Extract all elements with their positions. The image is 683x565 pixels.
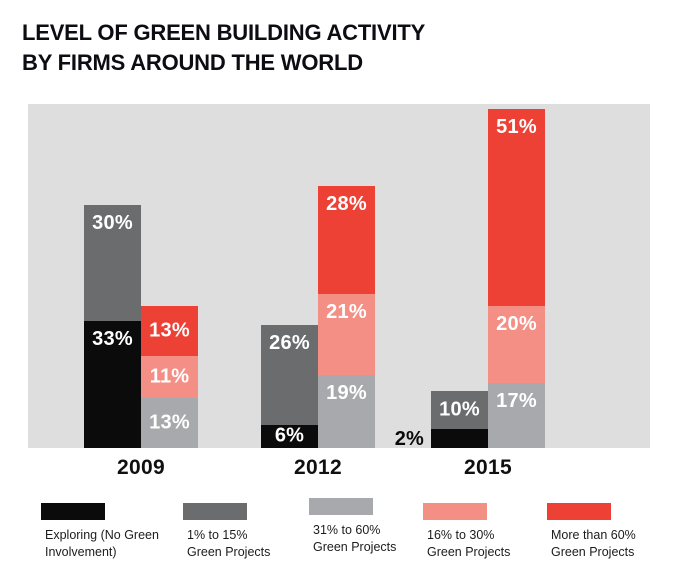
legend-label-line: Involvement) [45,545,117,559]
bar-segment-2009-1-to-15-green-projects: 30% [84,205,141,321]
legend-label-line: 31% to 60% [313,523,381,537]
bar-2009-left: 30% 33% [84,205,141,448]
bar-segment-2015-exploring-no-green-involvement: 2% [395,428,488,450]
legend-label-more-than-60-green-projects: More than 60% Green Projects [547,527,672,561]
legend-swatch-exploring-no-green-involvement [41,503,105,520]
chart-title-line-2: BY FIRMS AROUND THE WORLD [22,50,363,75]
legend-swatch-1-to-15-green-projects [183,503,247,520]
bar-2012-left: 26% 6% [261,324,318,448]
bar-value-label-2012-more-than-60-green-projects: 28% [326,193,367,216]
bar-2015-left: 10% 2% [395,390,488,450]
bar-segment-2009-16-to-30-green-projects: 11% [141,355,198,398]
legend-swatch-16-to-30-green-projects [423,503,487,520]
bar-value-label-2012-31-to-60-green-projects: 19% [326,381,367,404]
bar-value-label-2012-exploring-no-green-involvement: 6% [274,424,305,447]
bar-value-label-2012-16-to-30-green-projects: 21% [326,301,367,324]
bar-segment-2015-16-to-30-green-projects: 20% [488,305,545,383]
legend-item-more-than-60-green-projects: More than 60% Green Projects [547,503,672,561]
bar-segment-2012-more-than-60-green-projects: 28% [318,186,375,295]
legend-label-31-to-60-green-projects: 31% to 60% Green Projects [309,522,434,556]
legend-swatch-more-than-60-green-projects [547,503,611,520]
bar-2012-right: 28% 21% 19% [318,186,375,448]
x-axis-label-2012: 2012 [294,456,342,479]
legend-item-1-to-15-green-projects: 1% to 15% Green Projects [183,503,308,561]
bar-segment-2009-more-than-60-green-projects: 13% [141,305,198,356]
bar-segment-2015-31-to-60-green-projects: 17% [488,382,545,448]
bar-value-label-2015-1-to-15-green-projects: 10% [439,398,480,421]
bar-value-label-2009-16-to-30-green-projects: 11% [149,365,190,388]
plot-area: 30% 33% 13% 11% 13% 26% 6% 28% 21% 19% 10% 2% 51% 20%… [28,104,650,450]
bar-value-label-2009-exploring-no-green-involvement: 33% [92,327,133,350]
x-axis-label-2009: 2009 [117,456,165,479]
legend-label-line: Green Projects [551,545,635,559]
bar-value-label-2015-16-to-30-green-projects: 20% [496,312,537,335]
bar-segment-2012-16-to-30-green-projects: 21% [318,294,375,375]
bar-value-label-2009-more-than-60-green-projects: 13% [149,319,190,342]
legend-item-16-to-30-green-projects: 16% to 30% Green Projects [423,503,548,561]
bar-value-label-2015-more-than-60-green-projects: 51% [496,116,537,139]
bar-2009-right: 13% 11% 13% [141,305,198,448]
bar-segment-2015-more-than-60-green-projects: 51% [488,109,545,306]
legend-label-line: 16% to 30% [427,528,495,542]
bar-segment-2009-exploring-no-green-involvement: 33% [84,320,141,448]
legend-label-1-to-15-green-projects: 1% to 15% Green Projects [183,527,308,561]
legend-label-line: 1% to 15% [187,528,248,542]
chart-title: LEVEL OF GREEN BUILDING ACTIVITY BY FIRM… [22,18,425,78]
legend-label-line: Green Projects [187,545,271,559]
legend-swatch-31-to-60-green-projects [309,498,373,515]
legend-label-line: Exploring (No Green [45,528,159,542]
bar-value-label-2015-exploring-no-green-involvement: 2% [394,428,424,450]
bar-segment-2012-exploring-no-green-involvement: 6% [261,424,318,448]
legend-label-exploring-no-green-involvement: Exploring (No Green Involvement) [41,527,166,561]
legend-item-exploring-no-green-involvement: Exploring (No Green Involvement) [41,503,166,561]
bar-segment-2009-31-to-60-green-projects: 13% [141,397,198,448]
legend-label-line: More than 60% [551,528,636,542]
bar-value-label-2009-31-to-60-green-projects: 13% [149,411,190,434]
legend-label-line: Green Projects [313,540,397,554]
legend-item-31-to-60-green-projects: 31% to 60% Green Projects [309,498,434,556]
x-axis-label-2015: 2015 [464,456,512,479]
bar-2015-right: 51% 20% 17% [488,109,545,448]
bar-value-label-2009-1-to-15-green-projects: 30% [92,212,133,235]
bar-segment-2012-1-to-15-green-projects: 26% [261,324,318,425]
bar-segment-2012-31-to-60-green-projects: 19% [318,374,375,448]
legend-label-16-to-30-green-projects: 16% to 30% Green Projects [423,527,548,561]
bar-segment-2015-1-to-15-green-projects: 10% [431,390,488,429]
bar-value-label-2012-1-to-15-green-projects: 26% [269,331,310,354]
chart-title-line-1: LEVEL OF GREEN BUILDING ACTIVITY [22,20,426,45]
bar-value-label-2015-31-to-60-green-projects: 17% [496,389,537,412]
legend-label-line: Green Projects [427,545,511,559]
